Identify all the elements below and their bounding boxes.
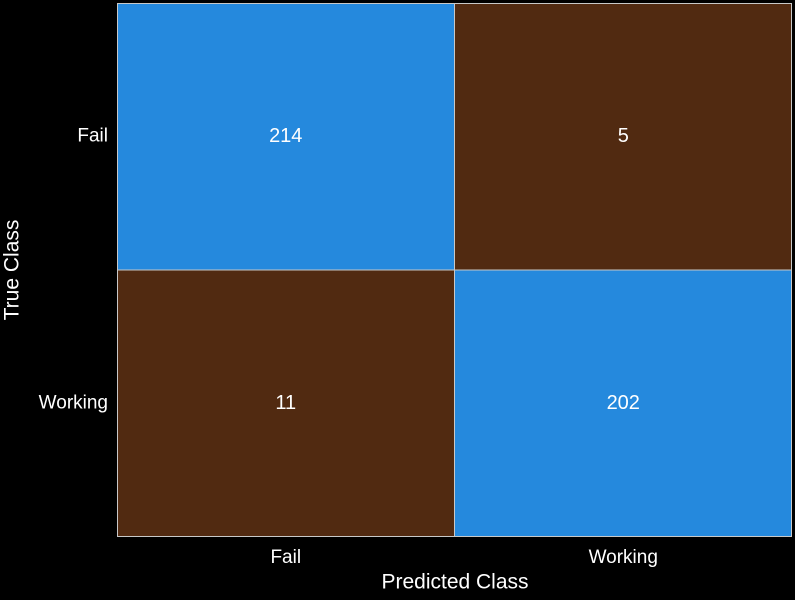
x-tick-label-working: Working: [589, 547, 658, 568]
cell-fail-working: [454, 3, 792, 270]
x-axis-title: Predicted Class: [381, 571, 528, 594]
x-tick-label-fail: Fail: [270, 547, 301, 568]
cell-gridlines: [117, 3, 792, 537]
y-axis-title: True Class: [1, 220, 24, 321]
y-tick-label-working: Working: [39, 393, 108, 414]
cell-value-labels: 214 5 11 202: [269, 125, 640, 414]
heatmap-cells: [117, 3, 792, 537]
cell-value-working-working: 202: [607, 392, 640, 414]
cell-value-fail-working: 5: [618, 125, 629, 147]
cell-value-fail-fail: 214: [269, 125, 302, 147]
cell-fail-fail: [117, 3, 455, 270]
cell-value-working-fail: 11: [275, 392, 296, 414]
cell-working-fail: [117, 270, 455, 537]
y-tick-label-fail: Fail: [77, 126, 108, 147]
x-tick-labels: Fail Working: [270, 547, 657, 568]
cell-working-working: [454, 270, 792, 537]
y-tick-labels: Fail Working: [39, 126, 108, 414]
